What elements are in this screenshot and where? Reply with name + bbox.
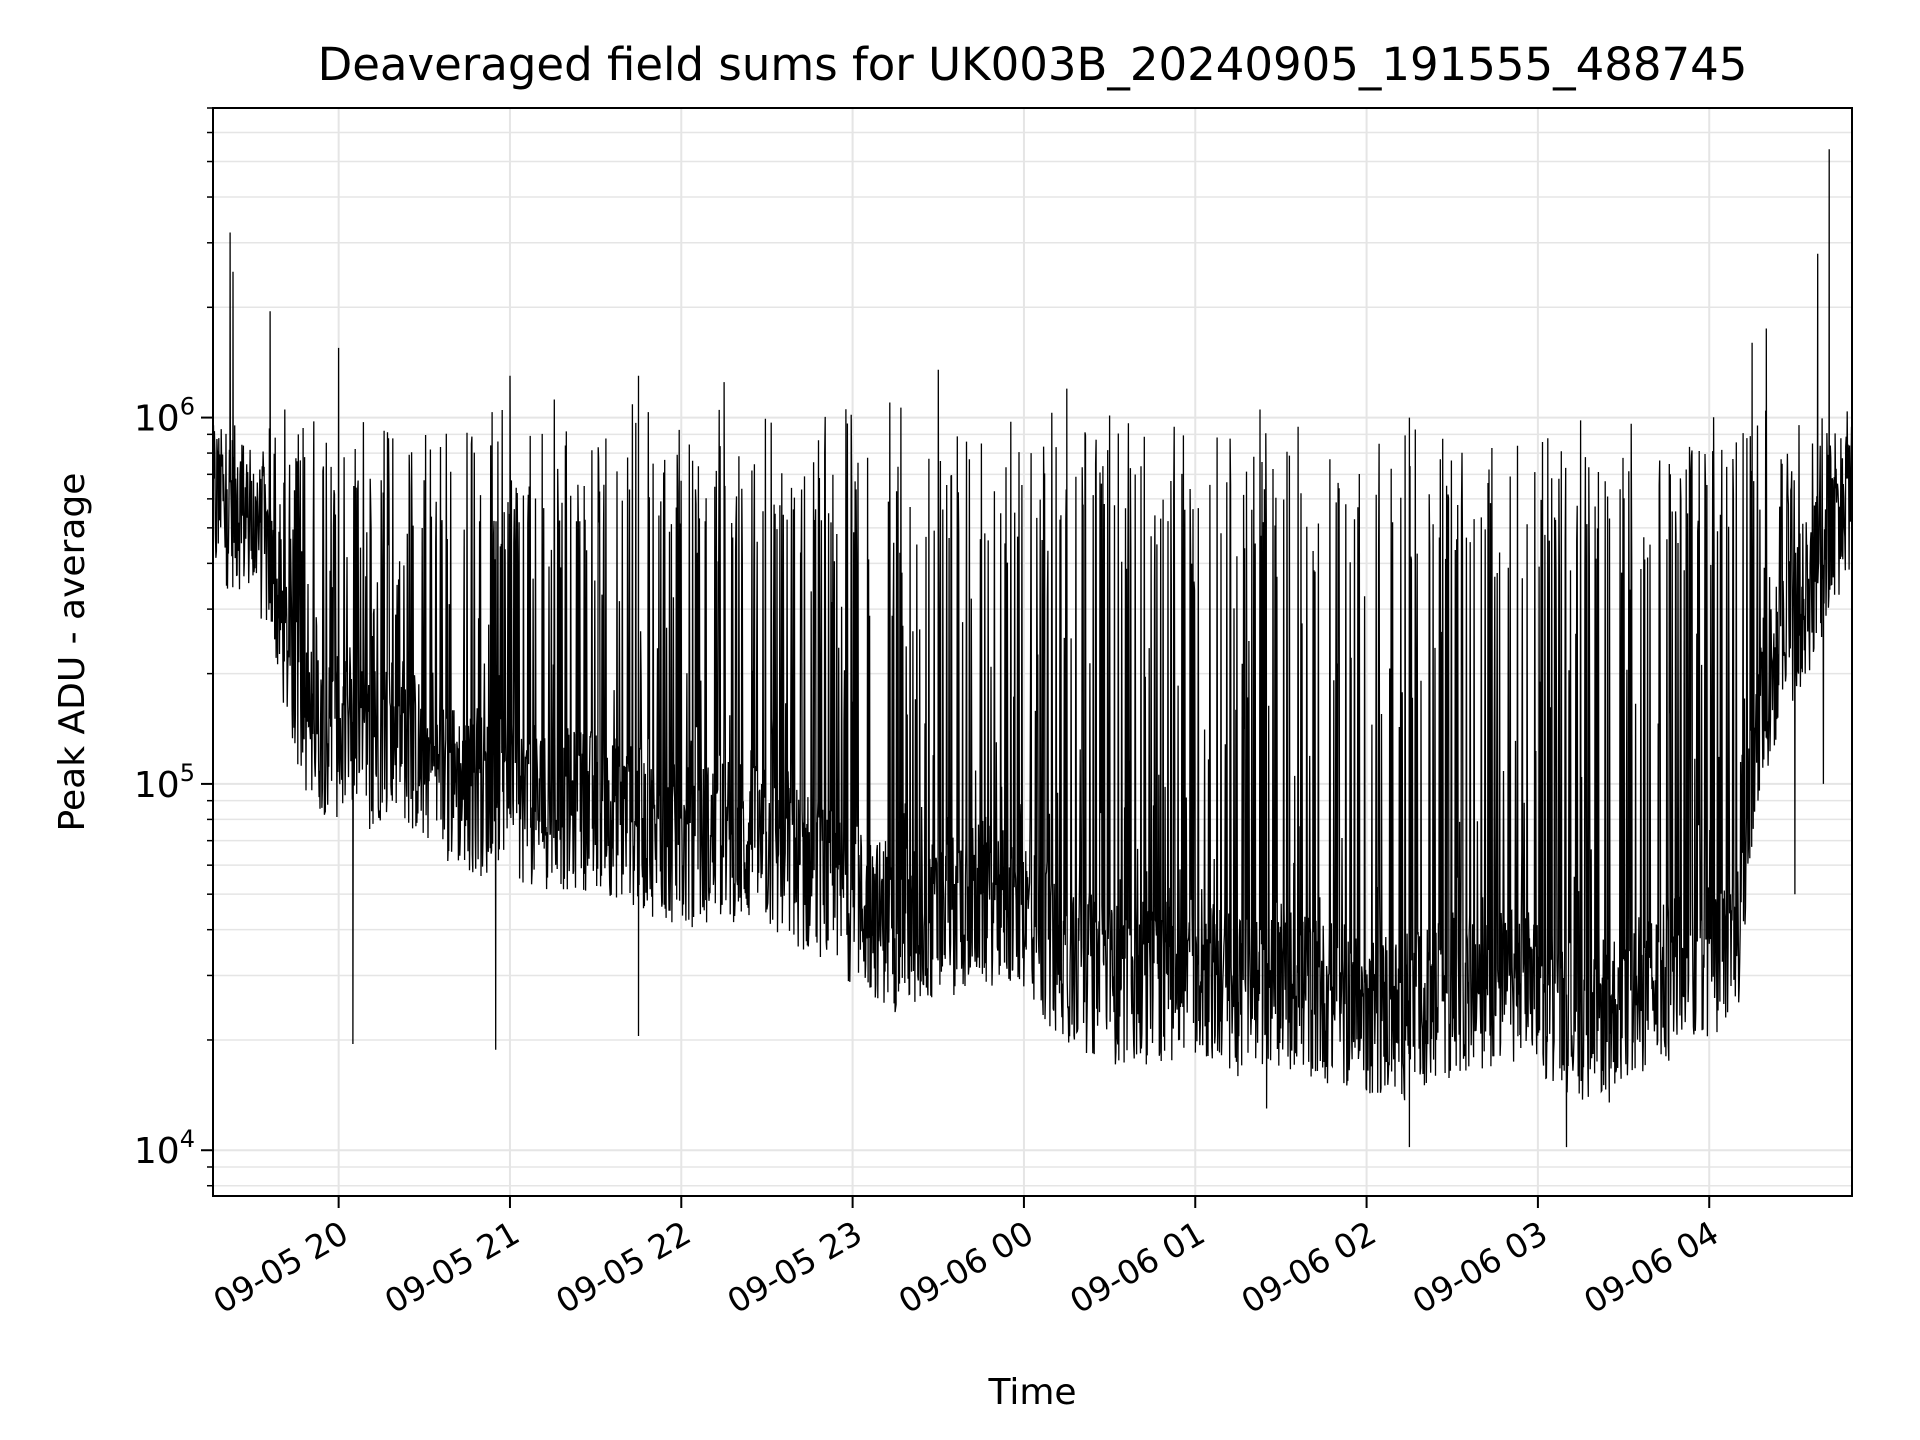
series-line bbox=[212, 149, 1853, 1148]
y-tick-label: 105 bbox=[134, 759, 195, 806]
y-tick-label: 106 bbox=[134, 393, 195, 440]
x-axis-label: Time bbox=[987, 1372, 1076, 1413]
y-axis-label: Peak ADU - average bbox=[52, 473, 93, 832]
y-ticks: 104 105 106 bbox=[134, 107, 213, 1187]
axes-frame bbox=[212, 107, 1853, 1197]
y-tick-label: 104 bbox=[134, 1125, 195, 1172]
series-line-group bbox=[212, 149, 1853, 1148]
chart-title: Deaveraged field sums for UK003B_2024090… bbox=[318, 38, 1748, 91]
